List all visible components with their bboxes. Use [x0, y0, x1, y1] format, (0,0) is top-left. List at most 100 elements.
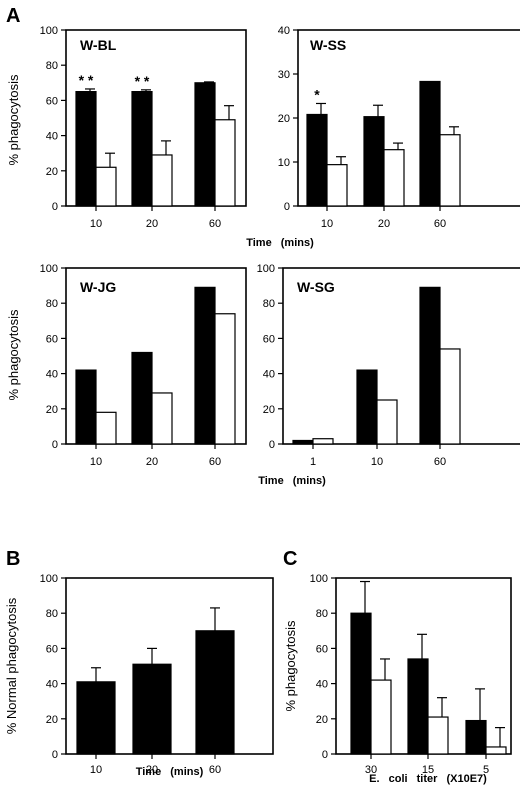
- panel-a-bottom-xlabel: Time (mins): [258, 475, 326, 487]
- bar-filled: [407, 658, 429, 755]
- y-tick-label: 100: [257, 263, 275, 275]
- bar-filled: [194, 286, 216, 445]
- chart-w-bl: 0 20 40 60 80 100 10 20 60 * * * * W-BL: [40, 25, 247, 230]
- y-tick-label: 0: [284, 201, 290, 213]
- chart-w-jg: 0 20 40 60 80 100 10 20 60 W-JG: [40, 263, 247, 468]
- y-tick-label: 80: [46, 60, 58, 72]
- x-tick-label: 1: [310, 456, 316, 468]
- bar-filled: [292, 439, 314, 445]
- x-tick-label: 60: [209, 764, 221, 776]
- y-tick-label: 80: [46, 298, 58, 310]
- bar-open: [95, 166, 117, 207]
- plot-frame: [282, 267, 520, 445]
- bar-filled: [75, 369, 97, 445]
- y-tick-label: 0: [269, 439, 275, 451]
- y-tick-label: 20: [46, 714, 58, 726]
- chart-title: W-SS: [310, 37, 346, 53]
- bar-open: [214, 119, 236, 207]
- significance-marker: *: [314, 86, 320, 102]
- x-tick-label: 20: [378, 218, 390, 230]
- bar-open: [312, 438, 334, 445]
- bar-open: [326, 164, 348, 207]
- y-tick-label: 0: [52, 439, 58, 451]
- x-tick-label: 60: [434, 218, 446, 230]
- bar-filled: [75, 90, 97, 207]
- bar-filled: [132, 663, 172, 755]
- panel-a-bottom-ylabel: % phagocytosis: [6, 309, 21, 401]
- y-tick-label: 60: [46, 333, 58, 345]
- x-tick-label: 60: [209, 218, 221, 230]
- y-tick-label: 20: [263, 404, 275, 416]
- bar-open: [439, 134, 461, 207]
- x-tick-label: 60: [209, 456, 221, 468]
- y-tick-label: 80: [263, 298, 275, 310]
- x-tick-label: 10: [371, 456, 383, 468]
- y-tick-label: 20: [316, 714, 328, 726]
- y-tick-label: 100: [40, 25, 58, 37]
- chart-w-sg: 0 20 40 60 80 100 1 10 60 W-SG: [257, 263, 520, 468]
- bar-open: [370, 679, 392, 755]
- y-tick-label: 60: [46, 643, 58, 655]
- bar-filled: [194, 82, 216, 207]
- y-tick-label: 40: [46, 679, 58, 691]
- chart-title: W-SG: [297, 279, 335, 295]
- bar-filled: [419, 80, 441, 207]
- bar-filled: [356, 369, 378, 445]
- bar-filled: [465, 719, 487, 755]
- y-tick-label: 10: [278, 157, 290, 169]
- y-tick-label: 0: [322, 749, 328, 761]
- bar-open: [151, 392, 173, 445]
- y-tick-label: 40: [46, 131, 58, 143]
- bar-filled: [131, 90, 153, 207]
- x-tick-label: 10: [90, 764, 102, 776]
- x-tick-label: 15: [422, 764, 434, 776]
- y-tick-label: 20: [46, 404, 58, 416]
- bar-open: [151, 154, 173, 207]
- bar-open: [383, 149, 405, 207]
- y-tick-label: 40: [263, 369, 275, 381]
- chart-title: W-BL: [80, 37, 117, 53]
- bar-open: [485, 746, 507, 755]
- bar-filled: [76, 681, 116, 755]
- y-tick-label: 100: [40, 263, 58, 275]
- y-tick-label: 60: [316, 643, 328, 655]
- bar-filled: [195, 630, 235, 755]
- panel-a-top-ylabel: % phagocytosis: [6, 74, 21, 166]
- y-tick-label: 30: [278, 69, 290, 81]
- y-tick-label: 0: [52, 749, 58, 761]
- bar-filled: [306, 113, 328, 207]
- bar-filled: [419, 286, 441, 445]
- chart-title: W-JG: [80, 279, 116, 295]
- y-tick-label: 40: [316, 679, 328, 691]
- y-tick-label: 100: [40, 573, 58, 585]
- x-tick-label: 60: [434, 456, 446, 468]
- bar-filled: [350, 612, 372, 755]
- y-tick-label: 80: [316, 608, 328, 620]
- y-tick-label: 40: [278, 25, 290, 37]
- y-tick-label: 20: [46, 166, 58, 178]
- y-tick-label: 20: [278, 113, 290, 125]
- bar-open: [214, 313, 236, 445]
- x-tick-label: 20: [146, 218, 158, 230]
- panel-label-b: B: [6, 548, 20, 570]
- chart-w-ss: 0 10 20 30 40 10 20 60 * W-SS: [278, 25, 520, 230]
- x-tick-label: 20: [146, 764, 158, 776]
- bar-filled: [131, 351, 153, 445]
- x-axis-label: E. coli titer (X10E7): [369, 773, 487, 785]
- x-tick-label: 20: [146, 456, 158, 468]
- y-axis-label: % phagocytosis: [283, 620, 298, 712]
- x-tick-label: 10: [90, 456, 102, 468]
- y-tick-label: 80: [46, 608, 58, 620]
- x-tick-label: 10: [90, 218, 102, 230]
- y-tick-label: 0: [52, 201, 58, 213]
- x-tick-label: 10: [321, 218, 333, 230]
- y-tick-label: 60: [263, 333, 275, 345]
- significance-marker: * *: [135, 73, 150, 89]
- bar-filled: [363, 116, 385, 207]
- bar-open: [427, 716, 449, 755]
- chart-c-ecoli-titer: 0 20 40 60 80 100 30 15 5 % phagocytosis E. coli t…: [283, 573, 512, 785]
- x-tick-label: 30: [365, 764, 377, 776]
- x-axis-label: Time (mins): [136, 766, 204, 778]
- significance-marker: * *: [79, 72, 94, 88]
